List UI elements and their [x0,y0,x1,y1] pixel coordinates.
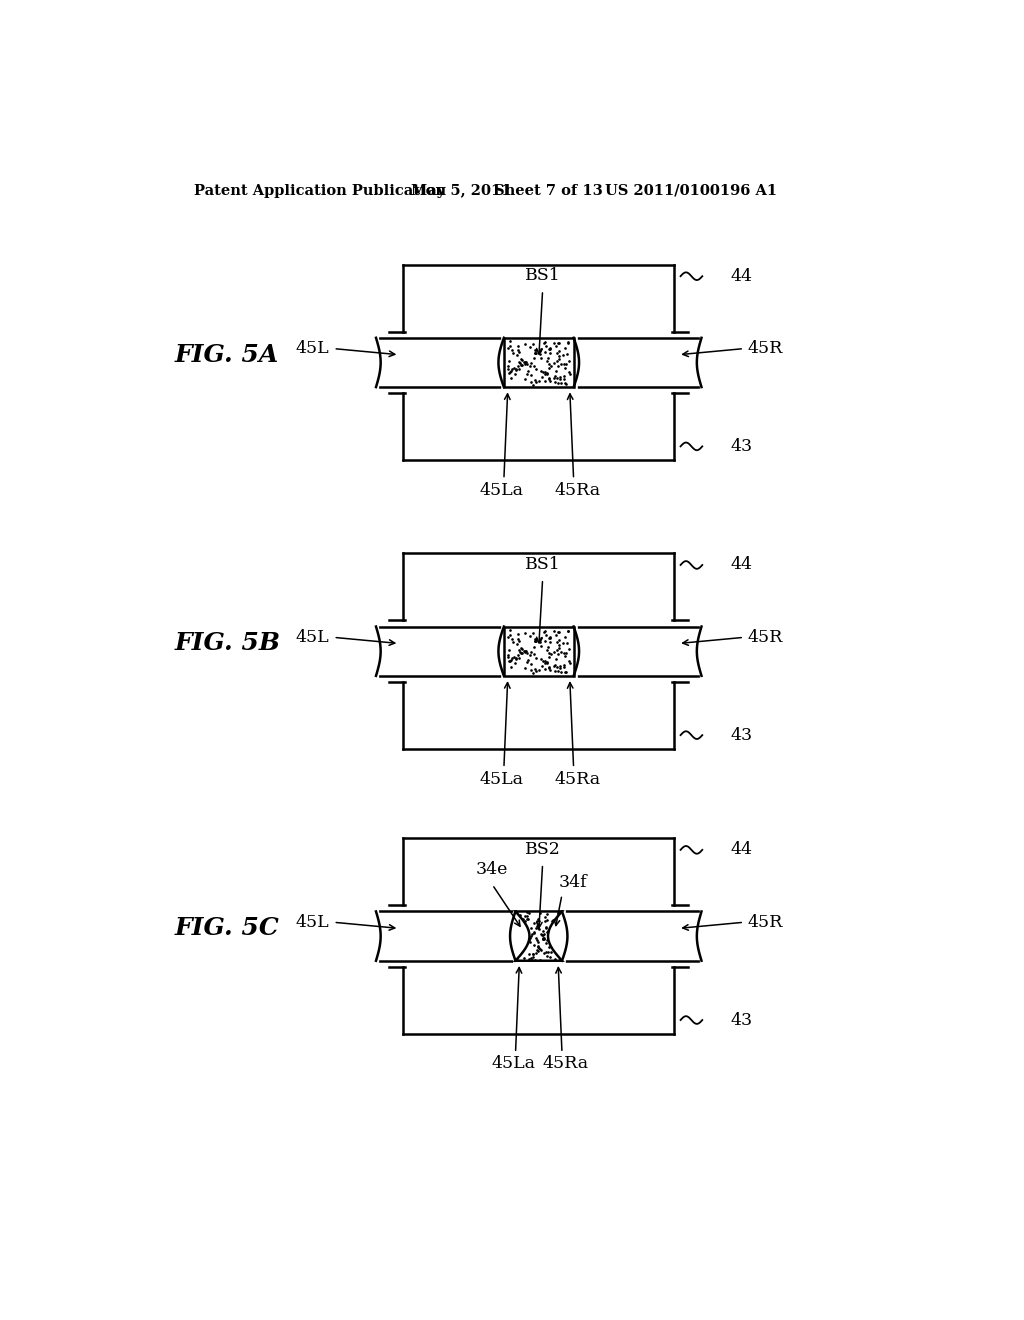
Text: 45L: 45L [296,628,330,645]
Text: US 2011/0100196 A1: US 2011/0100196 A1 [604,183,777,198]
Bar [562,911,701,961]
Text: 45La: 45La [479,482,523,499]
Text: FIG. 5A: FIG. 5A [174,343,279,367]
Text: BS2: BS2 [524,841,560,858]
Text: 45L: 45L [296,913,330,931]
Bar [573,627,701,676]
Text: 45R: 45R [748,341,783,358]
Polygon shape [515,911,562,961]
Text: Sheet 7 of 13: Sheet 7 of 13 [494,183,602,198]
Text: 43: 43 [731,1011,753,1028]
Text: 43: 43 [731,726,753,743]
Text: 45R: 45R [748,913,783,931]
Text: BS1: BS1 [524,267,560,284]
Text: 44: 44 [731,268,753,285]
Text: 44: 44 [731,557,753,573]
Text: 45Ra: 45Ra [554,771,600,788]
Text: 34f: 34f [558,874,587,891]
Text: 34e: 34e [476,862,509,878]
Text: 43: 43 [731,438,753,455]
Text: 45La: 45La [492,1056,536,1072]
Bar [573,338,701,387]
Text: 45R: 45R [748,628,783,645]
Text: 45Ra: 45Ra [543,1056,589,1072]
Text: May 5, 2011: May 5, 2011 [411,183,511,198]
Text: 45L: 45L [296,341,330,358]
Text: 44: 44 [731,841,753,858]
Text: BS1: BS1 [524,556,560,573]
Bar [376,911,515,961]
Text: 45La: 45La [479,771,523,788]
Bar [504,338,573,387]
Text: FIG. 5B: FIG. 5B [174,631,281,656]
Bar [376,338,504,387]
Bar [504,627,573,676]
Bar [376,627,504,676]
Text: Patent Application Publication: Patent Application Publication [194,183,445,198]
Text: FIG. 5C: FIG. 5C [174,916,280,940]
Text: 45Ra: 45Ra [554,482,600,499]
